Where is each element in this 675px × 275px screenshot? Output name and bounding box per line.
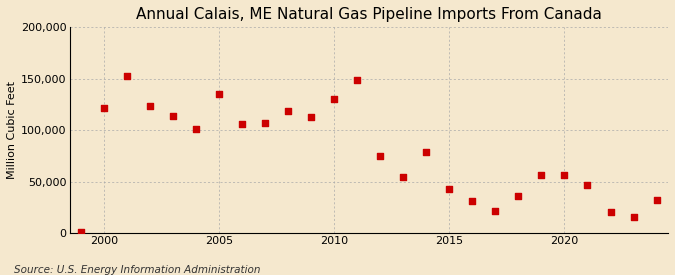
Point — [651, 198, 662, 202]
Point — [490, 208, 501, 213]
Point — [605, 210, 616, 214]
Point — [536, 172, 547, 177]
Point — [559, 172, 570, 177]
Point — [306, 115, 317, 119]
Point — [352, 78, 362, 82]
Y-axis label: Million Cubic Feet: Million Cubic Feet — [7, 81, 17, 179]
Text: Source: U.S. Energy Information Administration: Source: U.S. Energy Information Administ… — [14, 265, 260, 275]
Point — [260, 121, 271, 125]
Point — [375, 154, 385, 158]
Point — [167, 114, 178, 118]
Point — [122, 73, 132, 78]
Point — [191, 127, 202, 131]
Title: Annual Calais, ME Natural Gas Pipeline Imports From Canada: Annual Calais, ME Natural Gas Pipeline I… — [136, 7, 601, 22]
Point — [582, 183, 593, 187]
Point — [513, 194, 524, 198]
Point — [421, 150, 432, 154]
Point — [99, 105, 109, 110]
Point — [214, 92, 225, 97]
Point — [444, 187, 455, 191]
Point — [329, 97, 340, 101]
Point — [398, 174, 409, 179]
Point — [628, 214, 639, 219]
Point — [467, 199, 478, 204]
Point — [76, 230, 86, 235]
Point — [237, 122, 248, 126]
Point — [144, 103, 155, 108]
Point — [283, 109, 294, 113]
